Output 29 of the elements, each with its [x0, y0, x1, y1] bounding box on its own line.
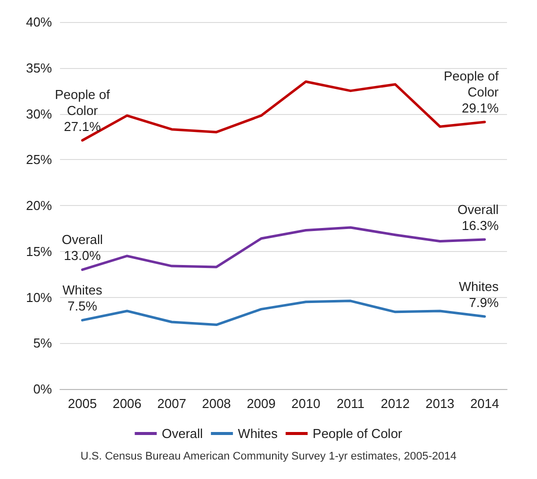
annotation: Overall 13.0%	[62, 232, 104, 264]
annotation: Overall 16.3%	[457, 202, 500, 233]
x-tick-label: 2010	[291, 396, 320, 411]
legend-label: Overall	[162, 426, 204, 441]
x-tick-label: 2014	[470, 396, 500, 411]
x-tick-label: 2013	[425, 396, 454, 411]
annotation: People of Color 29.1%	[444, 68, 500, 116]
legend-label: People of Color	[312, 426, 403, 441]
y-tick-label: 15%	[26, 244, 52, 259]
y-tick-label: 20%	[26, 198, 52, 213]
y-tick-label: 10%	[26, 290, 52, 305]
annotation: People of Color 27.1%	[54, 86, 110, 134]
x-tick-label: 2007	[157, 396, 186, 411]
x-tick-label: 2012	[380, 396, 410, 411]
text: U.S. Census Bureau American Community Survey 1-yr estimates, 2005-2014	[80, 450, 456, 462]
y-tick-label: 30%	[26, 106, 52, 122]
legend-label: Whites	[238, 426, 278, 441]
annotation: Whites 7.9%	[458, 279, 500, 310]
x-tick-label: 2009	[246, 396, 276, 411]
y-tick-label: 35%	[26, 60, 52, 76]
x-tick-label: 2011	[336, 396, 365, 411]
y-tick-label: 25%	[26, 152, 52, 168]
x-tick-label: 2008	[202, 396, 231, 411]
y-tick-label: 40%	[26, 14, 52, 30]
y-tick-label: 5%	[33, 336, 52, 351]
y-tick-label: 0%	[33, 382, 52, 396]
annotation: Whites 7.5%	[62, 282, 103, 314]
x-tick-label: 2006	[112, 396, 142, 411]
x-tick-label: 2005	[68, 396, 97, 411]
